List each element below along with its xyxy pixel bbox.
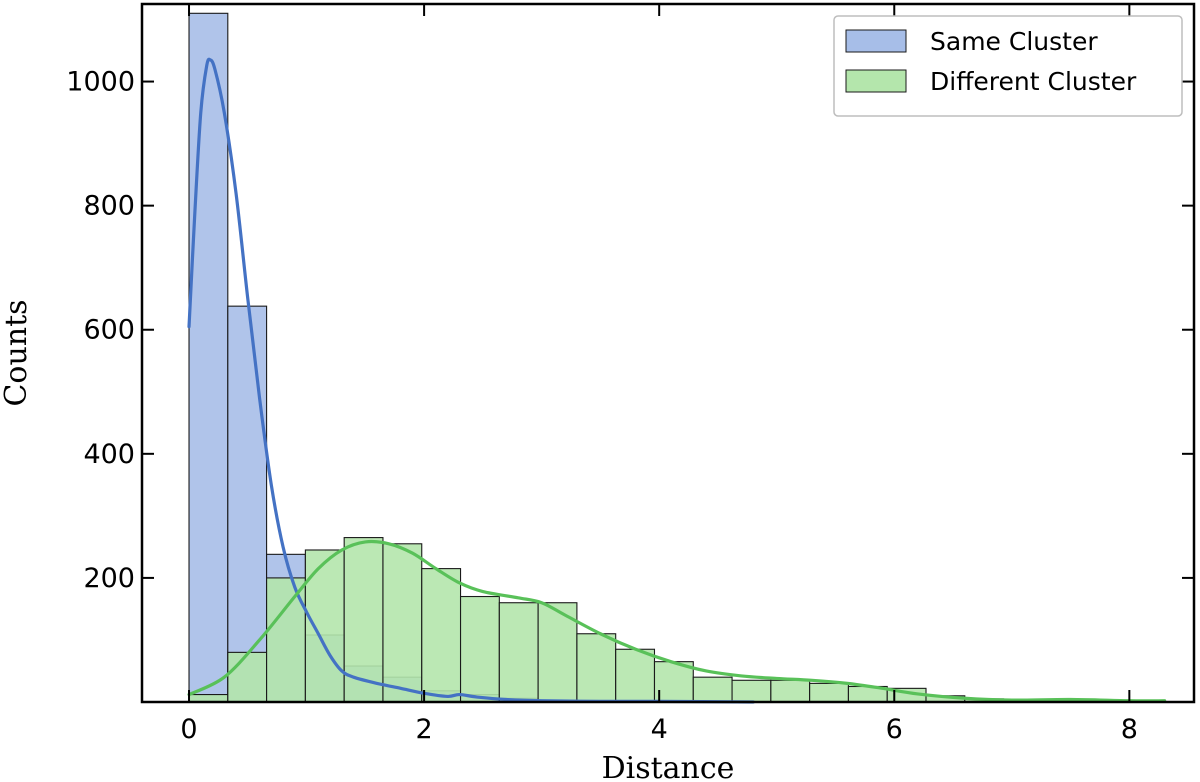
series-different-cluster-bars [188, 537, 1160, 703]
legend-label-same-cluster: Same Cluster [930, 27, 1098, 56]
x-tick-label-4: 4 [651, 714, 668, 745]
bar-different-cluster-7 [459, 595, 500, 703]
legend-swatch-different-cluster [845, 69, 907, 93]
bar-different-cluster-3 [304, 549, 345, 703]
x-tick-label-6: 6 [886, 714, 903, 745]
legend-swatch-same-cluster [845, 29, 907, 53]
y-tick-label-200: 200 [83, 563, 135, 594]
bar-different-cluster-5 [382, 543, 423, 703]
kde-line-different-cluster [187, 539, 1167, 703]
bar-different-cluster-10 [576, 633, 617, 703]
x-tick-label-2: 2 [416, 714, 433, 745]
x-tick-label-8: 8 [1121, 714, 1138, 745]
plot-frame [140, 2, 1196, 704]
bar-different-cluster-12 [653, 661, 694, 703]
y-axis-title: Counts [0, 299, 34, 406]
bar-different-cluster-11 [615, 648, 656, 703]
y-tick-label-400: 400 [83, 439, 135, 470]
x-tick-label-0: 0 [180, 714, 197, 745]
bar-different-cluster-16 [809, 682, 849, 703]
y-tick-label-600: 600 [83, 315, 135, 346]
bar-different-cluster-14 [731, 679, 772, 703]
legend-frame [833, 15, 1183, 117]
ticks-layer: 0 2 4 6 8 200 400 600 800 1000 [66, 4, 1194, 745]
kde-layer [187, 57, 1167, 704]
kde-line-same-cluster [187, 57, 755, 704]
y-tick-label-800: 800 [83, 191, 135, 222]
bar-different-cluster-8 [498, 602, 539, 703]
bar-different-cluster-15 [770, 679, 811, 703]
y-tick-label-1000: 1000 [66, 67, 135, 98]
bar-same-cluster-1 [227, 305, 268, 703]
bar-same-cluster-0 [188, 12, 229, 703]
x-axis-title: Distance [602, 751, 735, 782]
bar-different-cluster-13 [692, 676, 733, 703]
legend-label-different-cluster: Different Cluster [930, 67, 1137, 96]
bar-different-cluster-6 [421, 568, 462, 703]
legend: Same Cluster Different Cluster [833, 15, 1183, 117]
bar-different-cluster-1 [227, 651, 268, 703]
